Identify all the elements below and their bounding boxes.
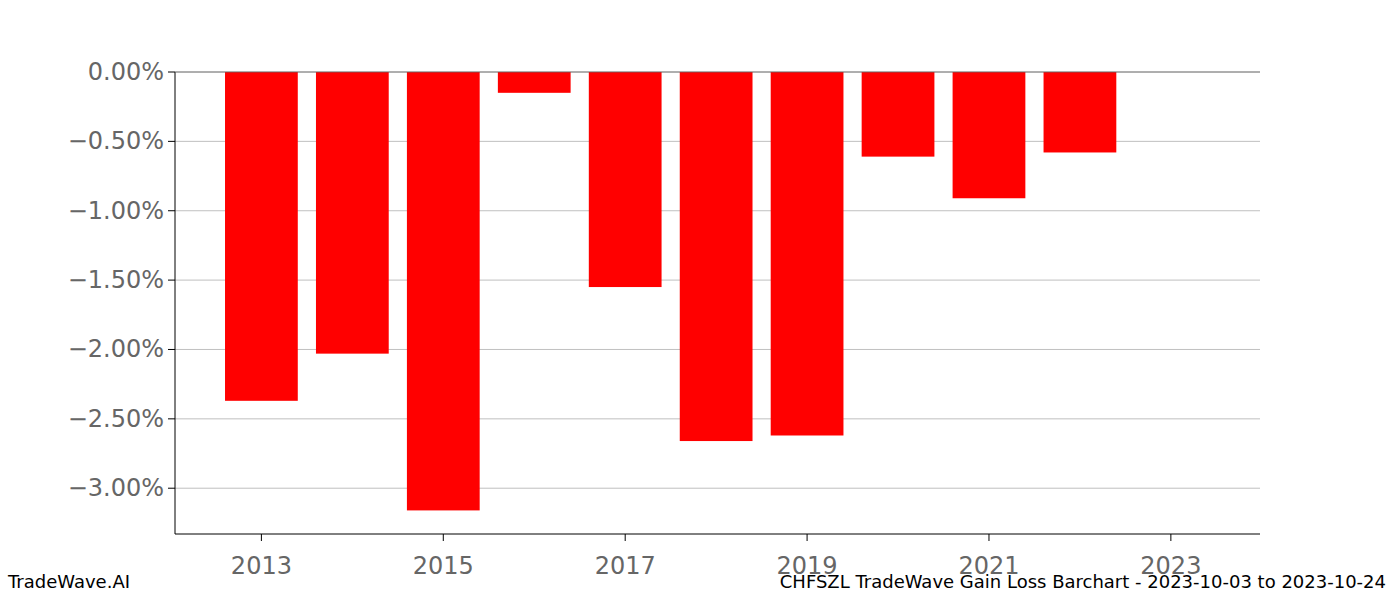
tick-mark xyxy=(168,418,175,419)
tick-label: 2013 xyxy=(231,552,292,580)
frame-top xyxy=(175,72,1260,73)
tick-mark xyxy=(261,534,262,541)
bar xyxy=(225,72,298,401)
bar xyxy=(953,72,1026,198)
annotation: TradeWave.AI xyxy=(7,571,130,592)
grid-line xyxy=(175,488,1260,489)
tick-label: −2.00% xyxy=(68,335,164,363)
tick-label: 2015 xyxy=(413,552,474,580)
title: CHFSZL TradeWave Gain Loss Barchart - 20… xyxy=(780,571,1386,592)
tick-label: −1.00% xyxy=(68,197,164,225)
tick-mark xyxy=(168,141,175,142)
bar xyxy=(680,72,753,441)
bar xyxy=(862,72,935,157)
tick-mark xyxy=(168,72,175,73)
tick-mark xyxy=(168,210,175,211)
tick-label: 0.00% xyxy=(88,58,164,86)
tick-mark xyxy=(168,349,175,350)
tick-label: −2.50% xyxy=(68,405,164,433)
tick-mark xyxy=(443,534,444,541)
tick-label: −3.00% xyxy=(68,474,164,502)
y-axis: 0.00% −0.50% −1.00% −1.50% −2.00% −2.50% −3.00… xyxy=(68,58,1260,502)
bar xyxy=(407,72,480,510)
chart: 0.00% −0.50% −1.00% −1.50% −2.00% −2.50% −3.00… xyxy=(0,0,1400,600)
tick-mark xyxy=(1170,534,1171,541)
y-axis-line xyxy=(175,72,176,534)
bar xyxy=(316,72,389,354)
tick-mark xyxy=(168,488,175,489)
tick-mark xyxy=(807,534,808,541)
x-axis-line xyxy=(175,534,1260,535)
grid-line xyxy=(175,72,1260,73)
bars xyxy=(225,72,1116,510)
tick-label: 2017 xyxy=(595,552,656,580)
bar xyxy=(771,72,844,435)
tick-label: −0.50% xyxy=(68,127,164,155)
bar xyxy=(498,72,571,93)
bar xyxy=(589,72,662,287)
tick-mark xyxy=(625,534,626,541)
tick-label: −1.50% xyxy=(68,266,164,294)
bar xyxy=(1044,72,1117,152)
tick-mark xyxy=(988,534,989,541)
tick-mark xyxy=(168,280,175,281)
